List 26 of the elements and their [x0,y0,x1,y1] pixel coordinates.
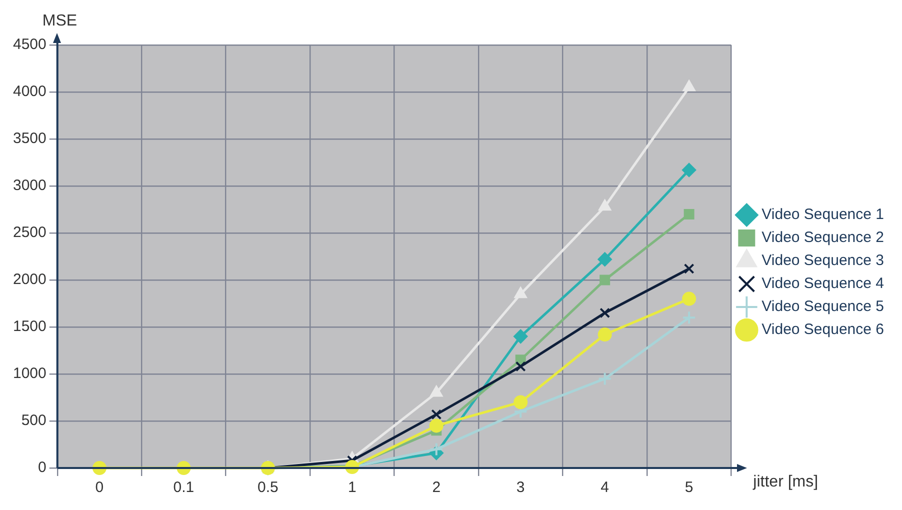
y-tick-label: 500 [21,412,46,430]
y-tick-label: 4500 [12,36,46,54]
legend-label: Video Sequence 2 [762,229,884,246]
legend-label: Video Sequence 3 [762,252,884,270]
y-tick-label: 0 [38,459,46,476]
y-tick-label: 2500 [12,224,46,242]
x-tick-label: 5 [684,479,694,496]
legend-label: Video Sequence 4 [762,275,884,292]
y-axis-title: MSE [42,12,78,30]
y-tick-label: 1000 [12,365,46,382]
y-tick-label: 3500 [12,130,46,148]
x-tick-label: 2 [432,479,441,496]
x-axis-title: jitter [ms] [752,473,818,490]
y-tick-label: 1500 [12,318,46,336]
y-tick-label: 3000 [12,177,46,194]
x-tick-label: 0 [95,479,104,496]
x-tick-label: 1 [348,479,356,496]
y-tick-label: 2000 [12,271,46,288]
legend-label: Video Sequence 5 [762,298,884,316]
x-tick-label: 0.5 [258,479,278,496]
x-tick-label: 3 [516,479,525,496]
y-tick-label: 4000 [12,83,46,100]
x-tick-label: 0.1 [173,479,194,496]
legend-label: Video Sequence 6 [762,321,884,338]
legend-label: Video Sequence 1 [762,206,884,224]
x-tick-label: 4 [600,479,610,496]
